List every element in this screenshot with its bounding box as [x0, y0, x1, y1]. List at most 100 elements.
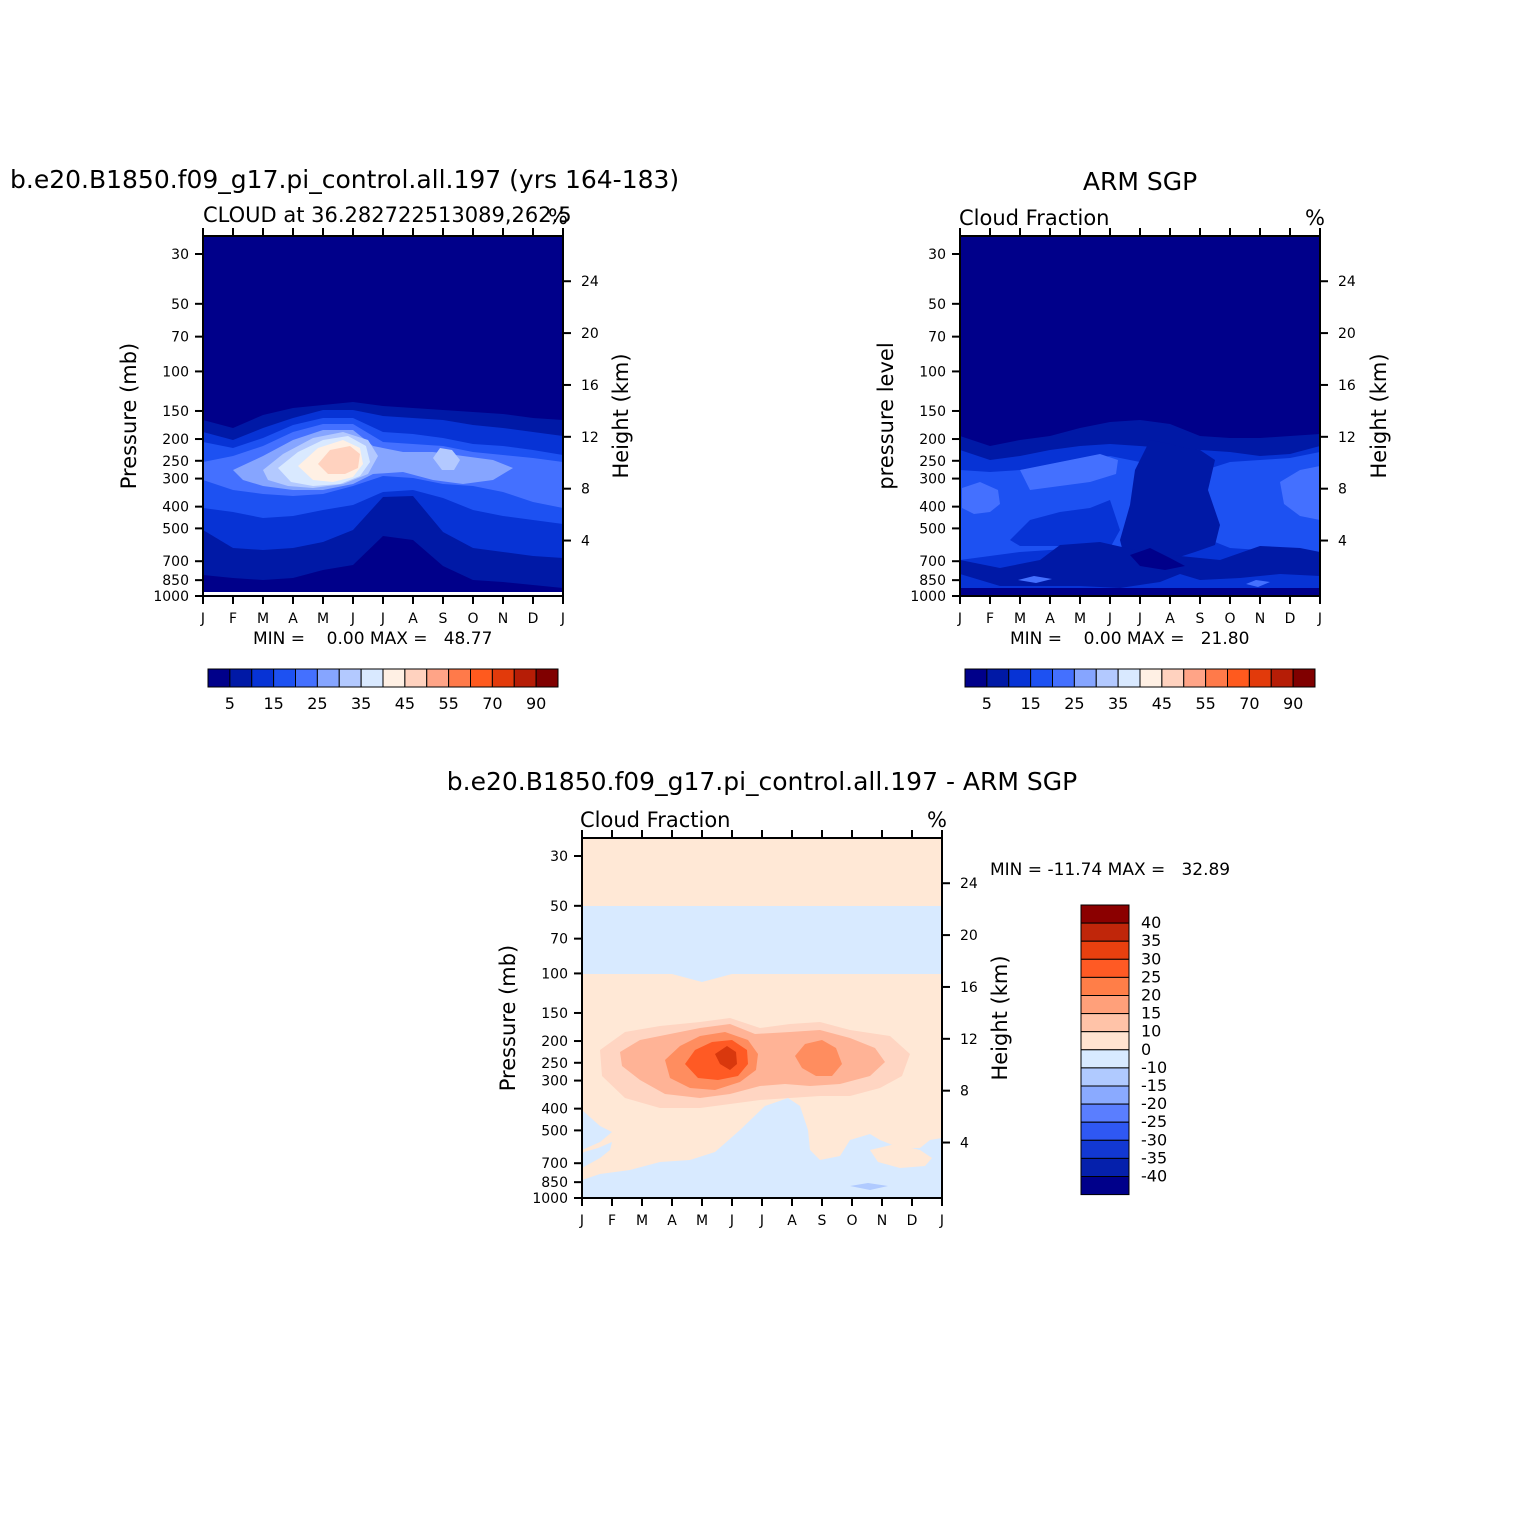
y-right-tick-label: 12 [1338, 430, 1356, 446]
colorbar-box [513, 668, 537, 688]
y-right-tick-label: 4 [960, 1136, 969, 1152]
colorbar-box [1270, 668, 1294, 688]
contour-band [795, 1040, 842, 1076]
colorbar-label: 25 [1064, 694, 1084, 713]
colorbar-label: -15 [1141, 1076, 1167, 1095]
colorbar-label: 35 [1141, 931, 1161, 950]
y-right-tick-label: 16 [1338, 378, 1356, 394]
colorbar-label: -20 [1141, 1094, 1167, 1113]
colorbar-label: 45 [1152, 694, 1172, 713]
x-tick-label: J [1137, 611, 1142, 627]
contour-band [433, 448, 460, 470]
x-tick-label: F [229, 611, 237, 627]
y-tick-label: 1000 [153, 589, 189, 605]
contour-band [1280, 466, 1320, 520]
colorbar-label: 10 [1141, 1022, 1161, 1041]
colorbar-box [491, 668, 515, 688]
y-tick-label: 30 [928, 247, 946, 263]
colorbar-label: -30 [1141, 1130, 1167, 1149]
y-tick-label: 100 [162, 364, 189, 380]
panel-model-subtitle: CLOUD at 36.282722513089,262.5 [203, 203, 572, 227]
colorbar-box [1080, 995, 1130, 1015]
y-right-tick-label: 12 [581, 430, 599, 446]
colorbar-box [1183, 668, 1207, 688]
colorbar-label: 30 [1141, 949, 1161, 968]
contour-band [960, 574, 1320, 592]
y-right-tick-label: 24 [581, 274, 599, 290]
colorbar-box [1080, 1031, 1130, 1051]
y-tick-label: 250 [162, 454, 189, 470]
contour-band [1018, 576, 1052, 583]
colorbar-box [1080, 904, 1130, 924]
colorbar-label: 45 [395, 694, 415, 713]
colorbar-box [1205, 668, 1228, 688]
x-tick-label: J [200, 611, 205, 627]
y-tick-label: 700 [541, 1156, 568, 1172]
colorbar-box [535, 668, 559, 688]
y-tick-label: 200 [919, 432, 946, 448]
x-tick-label: A [667, 1213, 677, 1229]
contour-band [1120, 440, 1220, 565]
colorbar-box [986, 668, 1010, 688]
y-right-tick-label: 20 [1338, 326, 1356, 342]
x-tick-label: D [528, 611, 539, 627]
panel-obs-colorbar: 5 15 25 35 45 55 70 90 [964, 668, 1316, 713]
x-tick-label: D [907, 1213, 918, 1229]
x-tick-label: O [1224, 611, 1235, 627]
x-tick-label: M [317, 611, 329, 627]
x-tick-label: N [877, 1213, 887, 1229]
contour-band [1010, 500, 1120, 548]
colorbar-label: 5 [982, 694, 992, 713]
colorbar-box [470, 668, 493, 688]
contour-band [318, 446, 360, 474]
panel-model-ylabel: Pressure (mb) [117, 343, 141, 490]
x-tick-label: N [1255, 611, 1265, 627]
colorbar-box [1080, 1121, 1130, 1141]
x-tick-label: M [257, 611, 269, 627]
colorbar-label: 25 [307, 694, 327, 713]
y-tick-label: 50 [928, 297, 946, 313]
x-tick-label: J [939, 1213, 944, 1229]
colorbar-box [1161, 668, 1185, 688]
x-tick-label: J [957, 611, 962, 627]
contour-band [1130, 548, 1185, 570]
colorbar-label: 70 [482, 694, 502, 713]
contour-band [962, 482, 1000, 514]
colorbar-label: 0 [1141, 1040, 1151, 1059]
colorbar-box [964, 668, 988, 688]
colorbar-box [1080, 958, 1130, 978]
colorbar-label: 25 [1141, 967, 1161, 986]
x-tick-label: N [498, 611, 508, 627]
colorbar-box [1052, 668, 1075, 688]
contour-band [1020, 454, 1118, 490]
y-right-tick-label: 16 [581, 378, 599, 394]
y-tick-label: 850 [541, 1175, 568, 1191]
colorbar-label: 20 [1141, 986, 1161, 1005]
panel-diff-stats: MIN = -11.74 MAX = 32.89 [990, 860, 1230, 880]
colorbar-box [448, 668, 471, 688]
colorbar-label: 55 [438, 694, 458, 713]
panel-diff-title: b.e20.B1850.f09_g17.pi_control.all.197 -… [447, 767, 1077, 796]
colorbar-box [1080, 1067, 1130, 1087]
y-tick-label: 150 [162, 404, 189, 420]
panel-obs-subtitle: Cloud Fraction [959, 206, 1110, 230]
x-tick-label: M [1014, 611, 1026, 627]
x-tick-label: S [818, 1213, 827, 1229]
colorbar-box [1080, 1139, 1130, 1159]
x-tick-label: S [1196, 611, 1205, 627]
x-tick-label: J [579, 1213, 584, 1229]
colorbar-label: -10 [1141, 1058, 1167, 1077]
panel-obs-ylabel: pressure level [874, 342, 898, 489]
y-tick-label: 850 [919, 573, 946, 589]
y-tick-label: 150 [919, 404, 946, 420]
x-tick-label: D [1285, 611, 1296, 627]
colorbar-label: 15 [1020, 694, 1040, 713]
y-right-tick-label: 20 [960, 928, 978, 944]
colorbar-label: 15 [1141, 1004, 1161, 1023]
colorbar-label: 55 [1195, 694, 1215, 713]
x-tick-label: A [787, 1213, 797, 1229]
panel-obs-units: % [1305, 206, 1325, 230]
y-tick-label: 850 [162, 573, 189, 589]
x-tick-label: A [408, 611, 418, 627]
y-right-tick-label: 16 [960, 980, 978, 996]
